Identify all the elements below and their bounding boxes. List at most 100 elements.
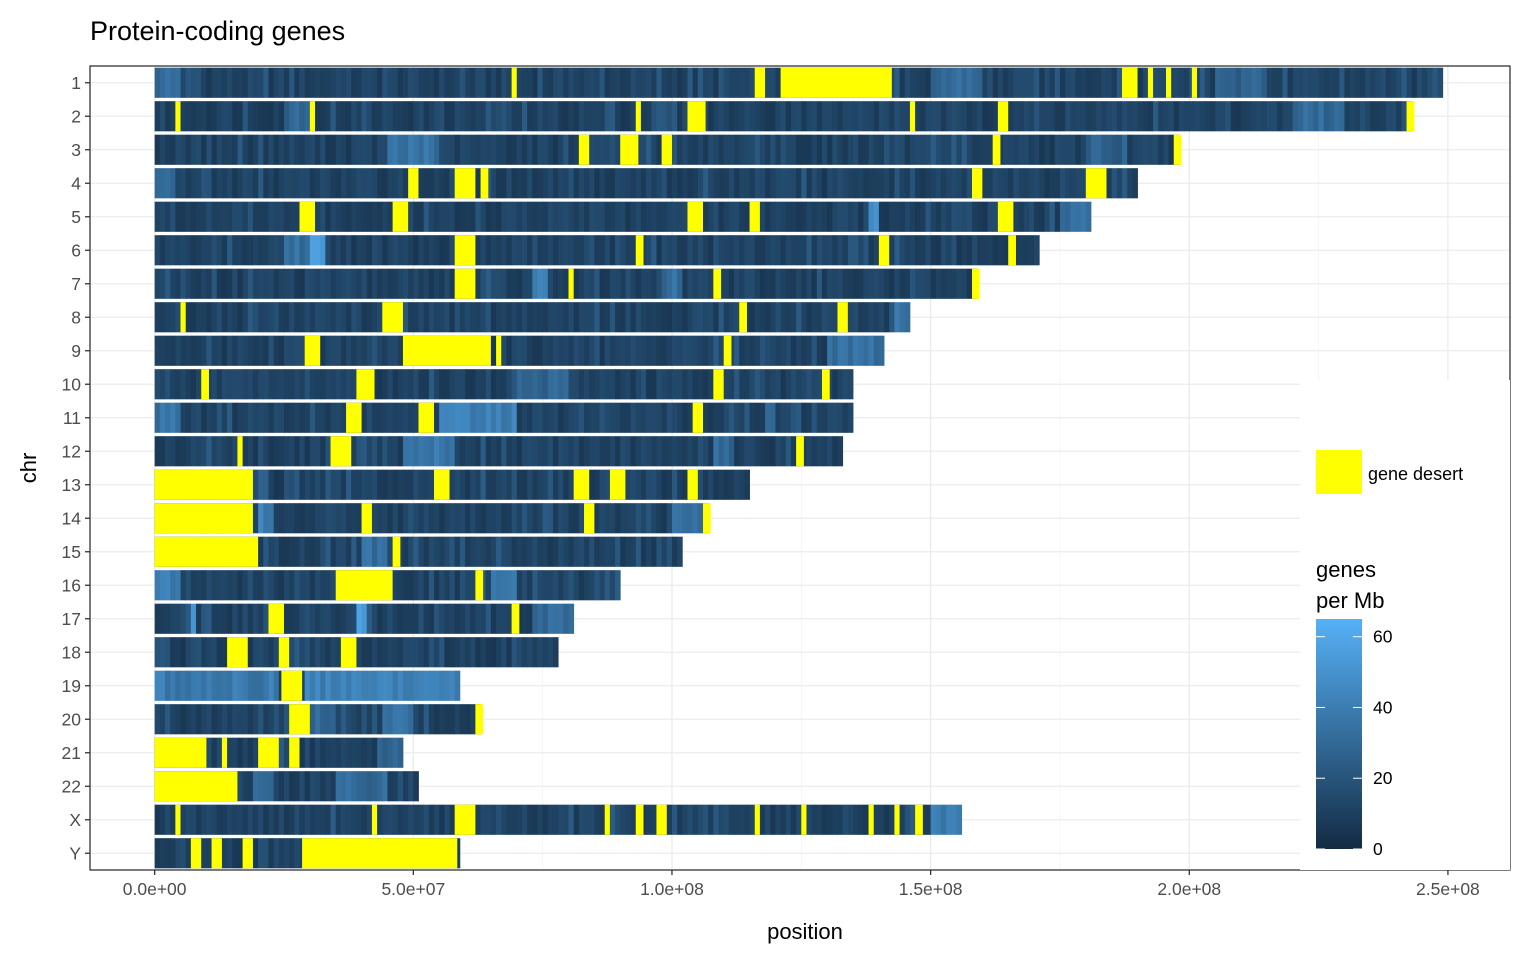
tile: [289, 101, 295, 132]
tile: [630, 503, 637, 534]
tile: [263, 804, 269, 835]
tile: [821, 235, 828, 266]
tile: [496, 570, 502, 601]
tile: [247, 603, 254, 634]
tile: [439, 268, 445, 299]
tile: [666, 67, 673, 98]
tile: [759, 402, 766, 433]
tile: [247, 268, 254, 299]
tile: [889, 134, 895, 165]
tile: [915, 268, 921, 299]
tile: [759, 235, 766, 266]
tile: [811, 436, 818, 467]
tile: [972, 201, 978, 232]
tile: [811, 302, 818, 333]
tile: [490, 134, 497, 165]
tile: [625, 268, 631, 299]
tile: [216, 101, 223, 132]
y-tick-label: Y: [69, 843, 81, 863]
tile: [884, 201, 890, 232]
tile: [697, 168, 704, 199]
y-tick-label: 4: [71, 173, 81, 193]
tile: [490, 637, 497, 668]
tile: [351, 201, 357, 232]
tile: [594, 134, 600, 165]
gene-desert-tile: [692, 402, 704, 433]
tile: [237, 603, 244, 634]
tile: [656, 302, 663, 333]
tile: [206, 804, 212, 835]
tile: [366, 436, 373, 467]
tile: [335, 201, 342, 232]
tile: [1054, 168, 1061, 199]
tile: [1359, 67, 1366, 98]
tile: [444, 67, 450, 98]
tile: [547, 268, 554, 299]
tile: [501, 402, 507, 433]
tile: [578, 201, 585, 232]
tile: [242, 168, 249, 199]
tile: [387, 536, 394, 567]
tile: [728, 436, 735, 467]
tile: [346, 603, 352, 634]
tile: [1075, 101, 1082, 132]
tile: [227, 67, 233, 98]
tile: [346, 469, 352, 500]
tile: [708, 201, 714, 232]
tile: [366, 67, 373, 98]
tile: [635, 436, 642, 467]
tile: [847, 302, 854, 333]
tile: [278, 570, 285, 601]
tile: [651, 436, 657, 467]
tile: [1168, 101, 1175, 132]
tile: [744, 436, 750, 467]
tile: [987, 168, 994, 199]
tile: [449, 436, 456, 467]
tile: [547, 134, 554, 165]
tile: [252, 804, 259, 835]
tile: [330, 168, 337, 199]
tile: [511, 302, 518, 333]
tile: [1034, 67, 1040, 98]
tile: [915, 235, 921, 266]
tile: [490, 235, 497, 266]
tile: [1370, 101, 1376, 132]
tile: [247, 235, 254, 266]
tile: [635, 536, 642, 567]
tile: [904, 804, 911, 835]
tile: [568, 235, 575, 266]
tile: [915, 201, 921, 232]
tile: [935, 268, 942, 299]
tile: [749, 804, 756, 835]
tile: [1416, 67, 1423, 98]
tile: [734, 436, 740, 467]
tile: [796, 101, 802, 132]
tile: [258, 469, 264, 500]
tile: [201, 67, 207, 98]
tile: [320, 436, 326, 467]
x-tick-label: 2.0e+08: [1157, 879, 1221, 899]
tile: [221, 436, 228, 467]
tile: [278, 503, 285, 534]
tile: [221, 570, 228, 601]
tile: [594, 101, 600, 132]
tile: [320, 670, 326, 701]
tile: [956, 804, 963, 835]
tile: [330, 603, 337, 634]
tile: [185, 838, 192, 869]
tile: [1339, 101, 1345, 132]
tile: [201, 168, 207, 199]
tile: [1116, 168, 1123, 199]
tile: [278, 369, 285, 400]
tile: [625, 804, 631, 835]
tile: [532, 201, 538, 232]
tile: [635, 503, 642, 534]
tile: [268, 302, 275, 333]
tile: [827, 201, 833, 232]
tile: [1039, 67, 1045, 98]
tile: [816, 369, 823, 400]
tile: [935, 101, 942, 132]
tile: [966, 268, 973, 299]
tile: [697, 134, 704, 165]
